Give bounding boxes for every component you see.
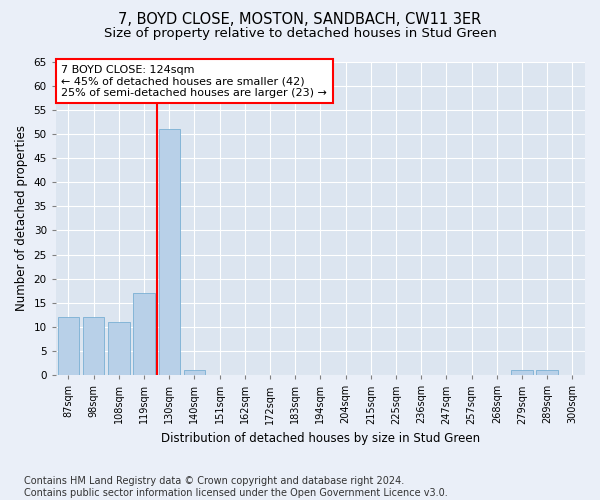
Text: 7, BOYD CLOSE, MOSTON, SANDBACH, CW11 3ER: 7, BOYD CLOSE, MOSTON, SANDBACH, CW11 3E… (118, 12, 482, 28)
Text: Size of property relative to detached houses in Stud Green: Size of property relative to detached ho… (104, 28, 496, 40)
Y-axis label: Number of detached properties: Number of detached properties (15, 126, 28, 312)
Bar (133, 293, 155, 375)
X-axis label: Distribution of detached houses by size in Stud Green: Distribution of detached houses by size … (161, 432, 480, 445)
Bar (158, 129, 180, 375)
Bar (184, 370, 205, 375)
Bar (108, 322, 130, 375)
Text: 7 BOYD CLOSE: 124sqm
← 45% of detached houses are smaller (42)
25% of semi-detac: 7 BOYD CLOSE: 124sqm ← 45% of detached h… (61, 64, 327, 98)
Bar (58, 317, 79, 375)
Bar (536, 370, 558, 375)
Text: Contains HM Land Registry data © Crown copyright and database right 2024.
Contai: Contains HM Land Registry data © Crown c… (24, 476, 448, 498)
Bar (83, 317, 104, 375)
Bar (511, 370, 533, 375)
